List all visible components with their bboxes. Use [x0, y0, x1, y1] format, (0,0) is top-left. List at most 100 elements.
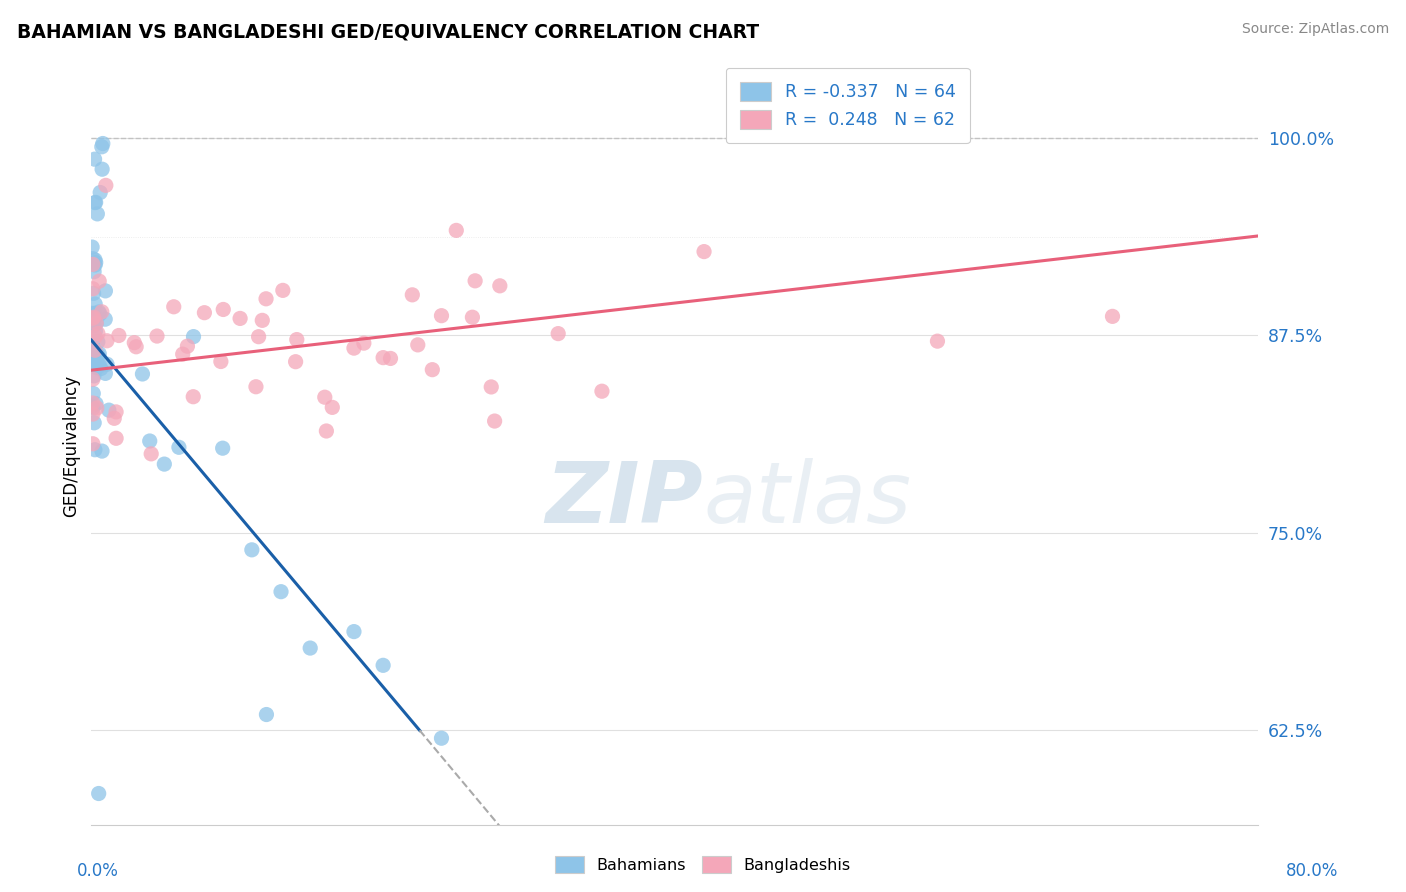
- Point: [87, 348, 110, 362]
- Point: [82, 306, 104, 320]
- Text: BAHAMIAN VS BANGLADESHI GED/EQUIVALENCY CORRELATION CHART: BAHAMIAN VS BANGLADESHI GED/EQUIVALENCY …: [17, 22, 759, 41]
- Point: [91, 444, 114, 458]
- Point: [371, 351, 394, 365]
- Point: [82, 400, 104, 414]
- Point: [353, 336, 375, 351]
- Point: [82, 240, 104, 254]
- Point: [82, 282, 104, 296]
- Text: atlas: atlas: [703, 458, 911, 541]
- Point: [138, 434, 162, 448]
- Point: [212, 302, 235, 317]
- Point: [209, 354, 232, 368]
- Point: [489, 278, 512, 293]
- Point: [271, 284, 294, 298]
- Point: [84, 297, 107, 311]
- Point: [84, 343, 107, 358]
- Point: [84, 348, 107, 362]
- Point: [82, 329, 104, 343]
- Y-axis label: GED/Equivalency: GED/Equivalency: [62, 375, 80, 517]
- Point: [83, 152, 105, 166]
- Point: [84, 324, 107, 338]
- Point: [83, 368, 105, 383]
- Point: [420, 362, 443, 376]
- Point: [89, 359, 111, 373]
- Point: [94, 284, 117, 298]
- Point: [96, 357, 118, 371]
- Point: [86, 207, 108, 221]
- Point: [84, 316, 107, 330]
- Point: [285, 333, 308, 347]
- Point: [82, 401, 104, 415]
- Point: [693, 244, 716, 259]
- Point: [927, 334, 949, 348]
- Point: [484, 414, 506, 428]
- Point: [83, 306, 105, 320]
- Point: [176, 339, 198, 353]
- Point: [87, 326, 110, 341]
- Point: [103, 411, 125, 425]
- Point: [94, 367, 117, 381]
- Point: [87, 305, 110, 319]
- Point: [84, 258, 107, 272]
- Point: [314, 390, 336, 404]
- Point: [172, 347, 194, 361]
- Point: [82, 252, 104, 266]
- Point: [371, 658, 394, 673]
- Point: [89, 274, 111, 288]
- Point: [167, 440, 190, 454]
- Point: [86, 357, 108, 371]
- Point: [87, 334, 110, 349]
- Point: [105, 431, 128, 445]
- Point: [86, 401, 108, 415]
- Point: [446, 223, 468, 237]
- Point: [83, 318, 105, 332]
- Point: [479, 380, 502, 394]
- Point: [82, 396, 104, 410]
- Point: [240, 542, 263, 557]
- Point: [181, 390, 204, 404]
- Point: [83, 442, 105, 457]
- Point: [86, 316, 108, 330]
- Point: [343, 341, 366, 355]
- Point: [430, 731, 453, 746]
- Point: [82, 311, 104, 326]
- Point: [315, 424, 337, 438]
- Point: [96, 334, 118, 348]
- Point: [461, 310, 484, 325]
- Text: Source: ZipAtlas.com: Source: ZipAtlas.com: [1241, 22, 1389, 37]
- Point: [193, 306, 215, 320]
- Point: [83, 416, 105, 430]
- Point: [146, 329, 169, 343]
- Point: [464, 274, 486, 288]
- Point: [591, 384, 613, 399]
- Point: [125, 340, 148, 354]
- Point: [89, 307, 111, 321]
- Point: [94, 312, 117, 326]
- Point: [82, 341, 104, 355]
- Point: [82, 407, 104, 421]
- Point: [82, 386, 104, 401]
- Point: [284, 354, 307, 368]
- Point: [105, 405, 128, 419]
- Text: 0.0%: 0.0%: [77, 862, 120, 880]
- Point: [254, 707, 277, 722]
- Point: [82, 257, 104, 271]
- Point: [299, 641, 322, 656]
- Point: [343, 624, 366, 639]
- Point: [97, 403, 120, 417]
- Point: [83, 265, 105, 279]
- Point: [401, 288, 423, 302]
- Point: [90, 361, 112, 376]
- Point: [91, 162, 114, 177]
- Point: [547, 326, 569, 341]
- Point: [82, 436, 104, 450]
- Point: [89, 186, 111, 200]
- Point: [84, 195, 107, 210]
- Point: [89, 347, 111, 361]
- Point: [211, 441, 233, 455]
- Point: [430, 309, 453, 323]
- Point: [247, 329, 270, 343]
- Point: [108, 328, 131, 343]
- Point: [406, 338, 429, 352]
- Point: [82, 372, 104, 386]
